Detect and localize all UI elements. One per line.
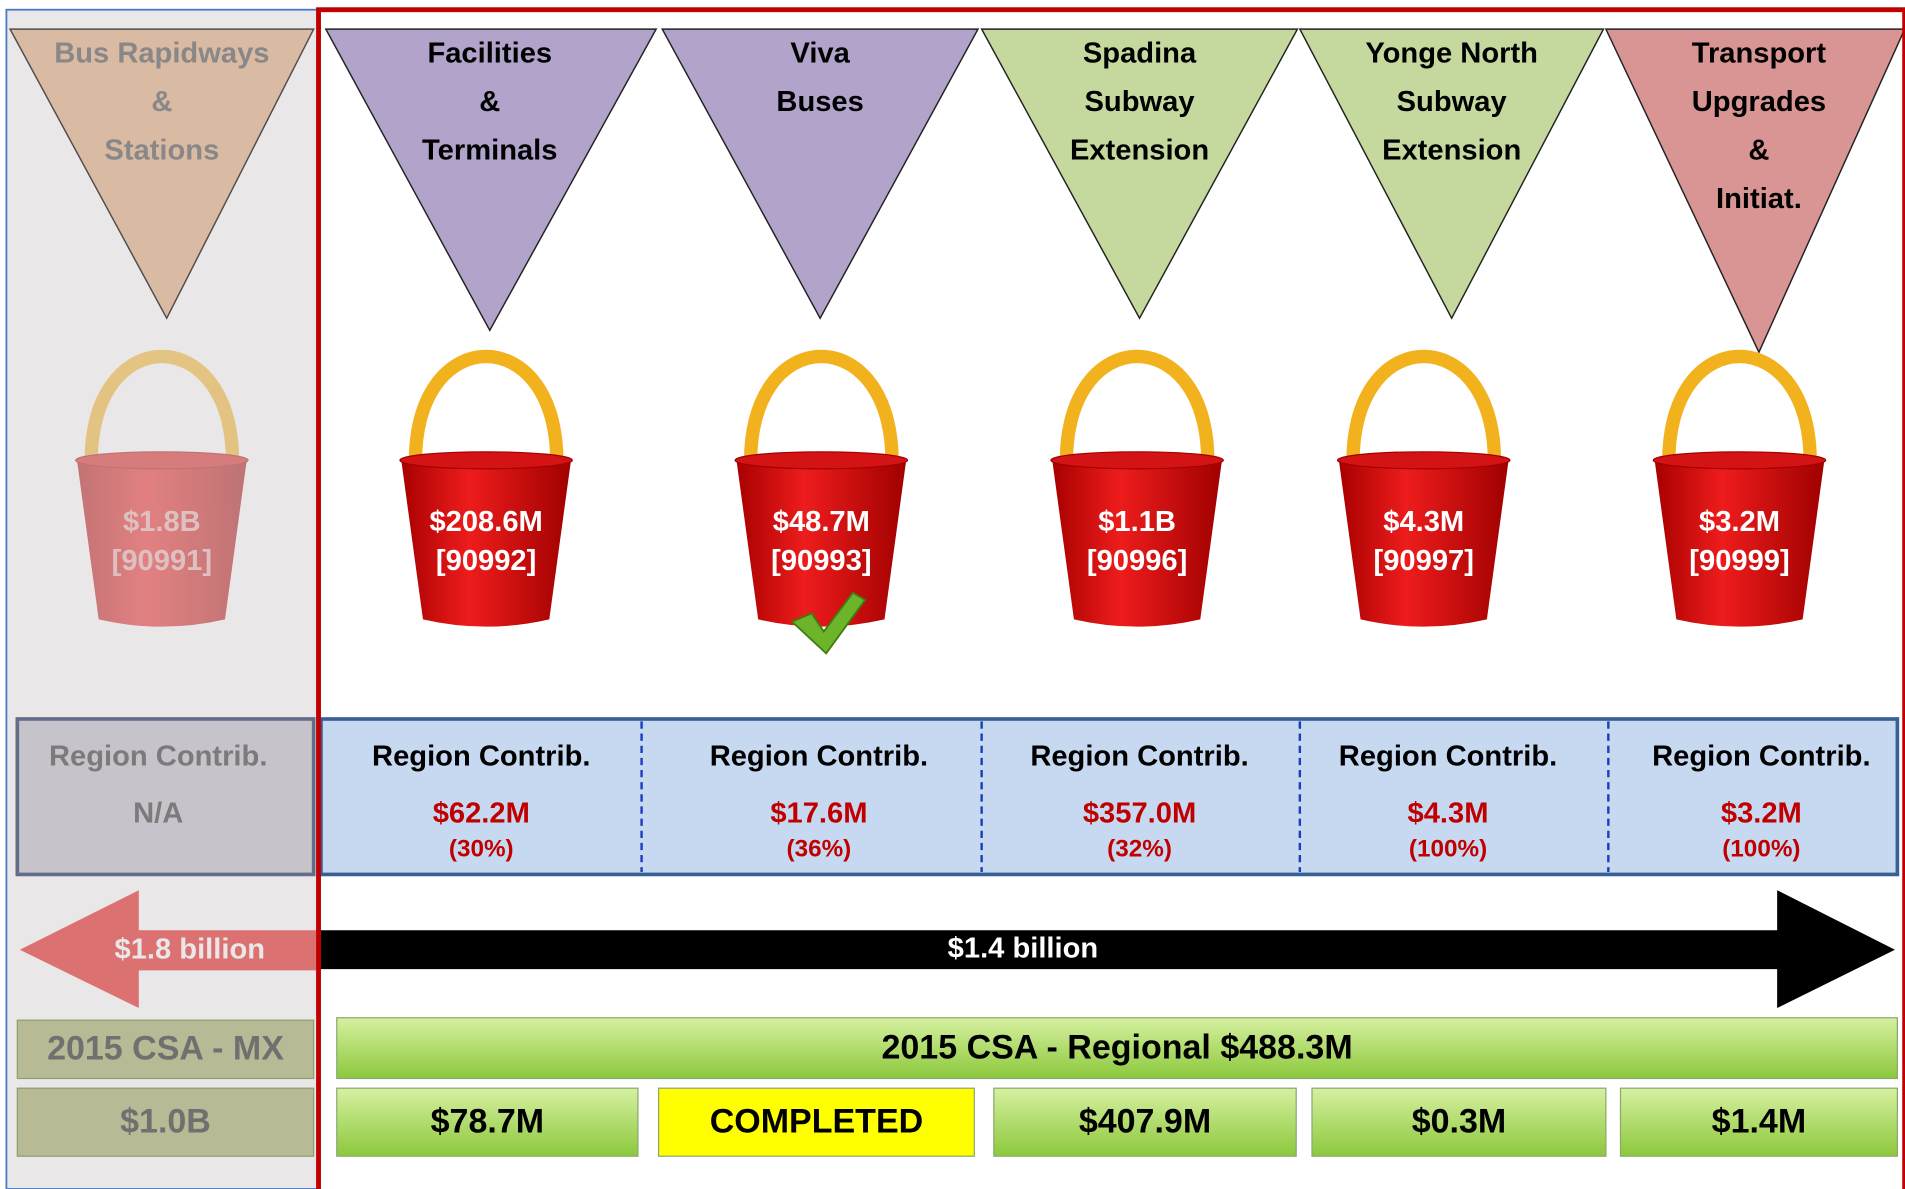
contrib-pct: (32%) [1107,836,1172,863]
bucket-amount: $208.6M [429,506,542,538]
arrow-right-label: $1.4 billion [948,932,1099,964]
csa-text: $407.9M [1079,1102,1211,1140]
bucket-code: [90993] [771,545,871,577]
bucket-code: [90999] [1689,545,1789,577]
bucket [735,356,907,626]
contrib-value: $17.6M [770,798,867,830]
bucket [400,356,572,626]
category-triangle [326,29,656,330]
bucket-rim [400,452,572,469]
bucket [1051,356,1223,626]
bucket-body [1339,459,1509,627]
faded-overlay [6,10,317,1189]
category-title: Facilities [427,37,552,69]
category-triangle [1300,29,1604,318]
csa-text: $0.3M [1412,1102,1507,1140]
contrib-pct: (36%) [787,836,852,863]
contrib-pct: (30%) [449,836,514,863]
contrib-value: $4.3M [1408,798,1489,830]
contrib-value: $62.2M [433,798,530,830]
contrib-label: Region Contrib. [1652,741,1870,773]
bucket-rim [1337,452,1509,469]
category-title: Initiat. [1716,183,1802,215]
csa-text: 2015 CSA - Regional $488.3M [881,1028,1352,1066]
contrib-label: Region Contrib. [372,741,590,773]
bucket-amount: $48.7M [773,506,870,538]
category-title: Extension [1070,135,1209,167]
category-title: Buses [776,86,863,118]
category-title: Subway [1085,86,1196,118]
bucket-amount: $1.1B [1098,506,1176,538]
category-title: Spadina [1083,37,1197,69]
category-title: Viva [790,37,850,69]
infographic: Bus Rapidways&Stations$1.8B[90991]Region… [0,0,1905,1189]
bucket [1653,356,1825,626]
bucket-amount: $4.3M [1383,506,1464,538]
category-triangle [982,29,1298,318]
bucket-rim [735,452,907,469]
bucket-body [1654,459,1824,627]
contrib-label: Region Contrib. [1030,741,1248,773]
contrib-value: $357.0M [1083,798,1196,830]
bucket-rim [1653,452,1825,469]
category-title: & [479,86,500,118]
contrib-pct: (100%) [1722,836,1800,863]
bucket-body [736,459,906,627]
contrib-label: Region Contrib. [1339,741,1557,773]
bucket-code: [90992] [436,545,536,577]
category-title: Terminals [422,135,557,167]
category-title: Upgrades [1692,86,1826,118]
bucket-code: [90997] [1374,545,1474,577]
category-title: Extension [1382,135,1521,167]
contrib-label: Region Contrib. [710,741,928,773]
bucket-amount: $3.2M [1699,506,1780,538]
bucket-body [401,459,571,627]
bucket-rim [1051,452,1223,469]
category-title: Subway [1397,86,1508,118]
csa-text: $78.7M [431,1102,544,1140]
csa-text: COMPLETED [710,1102,923,1140]
contrib-pct: (100%) [1409,836,1487,863]
category-title: Yonge North [1365,37,1538,69]
csa-text: $1.4M [1712,1102,1807,1140]
bucket [1337,356,1509,626]
category-title: & [1748,135,1769,167]
category-triangle [662,29,978,318]
arrow-right [319,890,1895,1008]
bucket-body [1052,459,1222,627]
category-title: Transport [1692,37,1827,69]
contrib-value: $3.2M [1721,798,1802,830]
bucket-code: [90996] [1087,545,1187,577]
